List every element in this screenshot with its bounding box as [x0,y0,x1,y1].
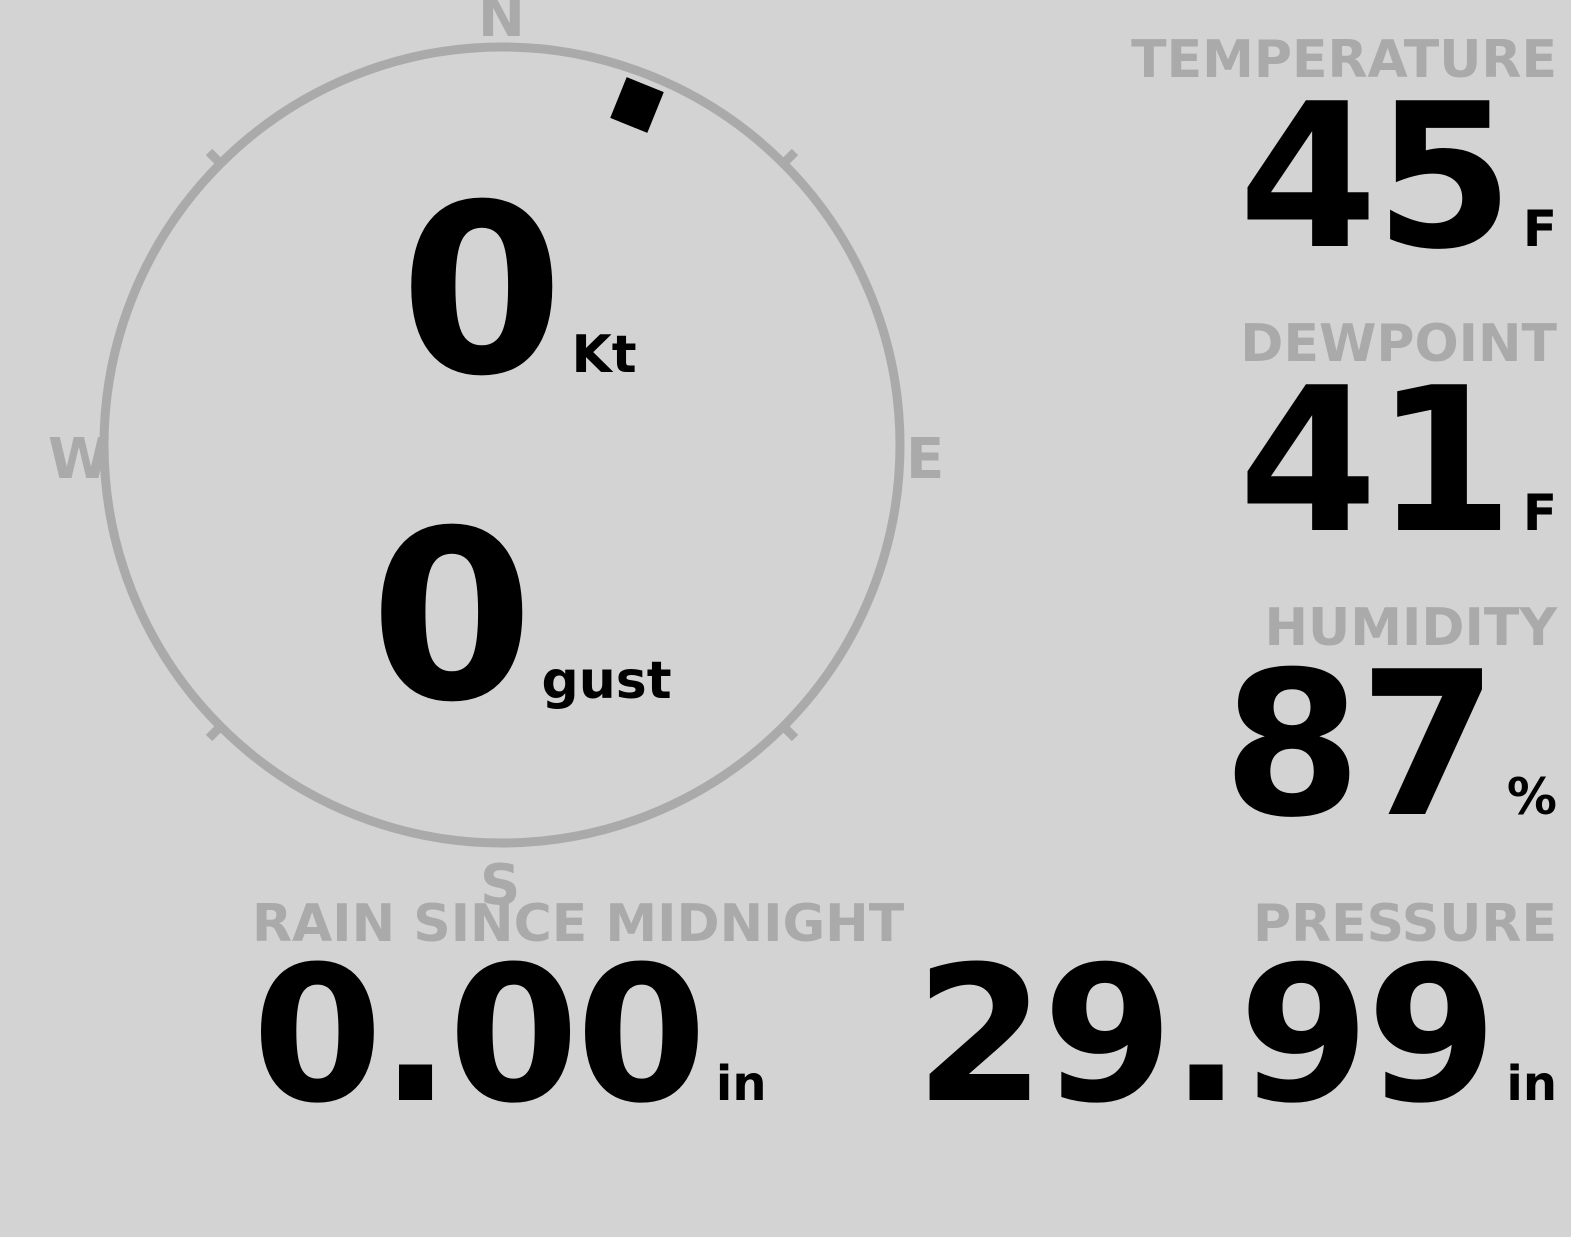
wind-speed-value: 0 [400,155,564,428]
wind-gust-value: 0 [370,481,534,754]
rain-metric: RAIN SINCE MIDNIGHT 0.00 in [252,894,905,1145]
tick-nw [205,148,227,170]
tick-sw [205,720,227,742]
tick-se [777,720,799,742]
temperature-label: TEMPERATURE [1131,30,1557,90]
compass-label-west: W [48,427,110,492]
rain-row: 0.00 in [252,926,904,1145]
wind-gust-readout: 0 gust [370,481,672,754]
humidity-value: 87 [1222,629,1498,862]
compass-label-south: S [480,853,521,918]
dewpoint-unit: F [1522,484,1557,542]
dewpoint-row: 41 F [1238,345,1557,578]
temperature-row: 45 F [1131,61,1557,294]
pressure-value: 29.99 [914,926,1498,1145]
temperature-metric: TEMPERATURE 45 F [1131,30,1557,294]
dewpoint-label: DEWPOINT [1240,314,1557,374]
tick-ne [777,148,799,170]
dewpoint-value: 41 [1238,345,1514,578]
rain-unit: in [715,1056,767,1112]
rain-label: RAIN SINCE MIDNIGHT [252,894,905,954]
humidity-label: HUMIDITY [1264,598,1557,658]
humidity-row: 87 % [1222,629,1557,862]
dewpoint-metric: DEWPOINT 41 F [1238,314,1557,578]
compass-ticks [205,148,799,742]
wind-compass-panel: N S W E 0 Kt 0 gust [0,0,1010,920]
temperature-value: 45 [1238,61,1514,294]
compass-label-north: N [478,0,525,50]
rain-value: 0.00 [252,926,707,1145]
pressure-row: 29.99 in [914,926,1557,1145]
temperature-unit: F [1522,200,1557,258]
pressure-label: PRESSURE [1252,894,1557,954]
compass-ring [99,42,905,848]
compass-label-east: E [906,427,945,492]
humidity-metric: HUMIDITY 87 % [1222,598,1557,862]
pressure-metric: PRESSURE 29.99 in [914,894,1557,1145]
wind-direction-marker-icon [610,77,664,133]
humidity-unit: % [1506,768,1557,826]
pressure-unit: in [1506,1056,1557,1112]
wind-speed-readout: 0 Kt [400,155,637,428]
wind-speed-unit: Kt [571,325,637,385]
compass-dial [99,42,905,848]
wind-gust-unit: gust [541,651,672,711]
